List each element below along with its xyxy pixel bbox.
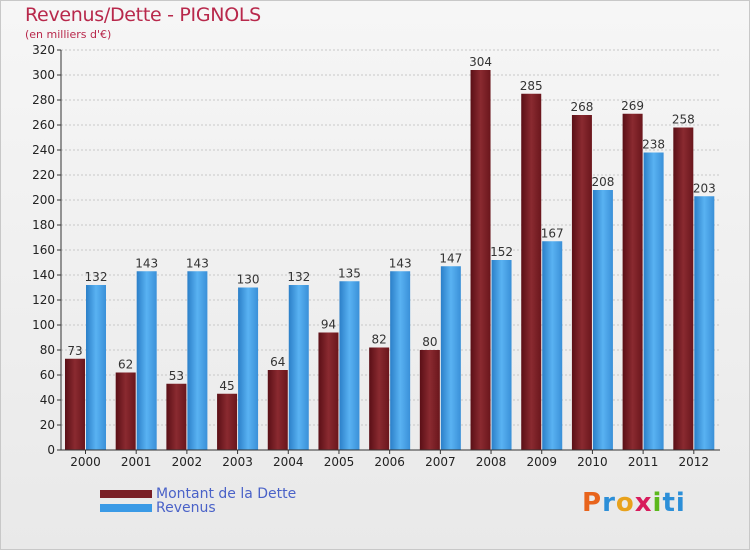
y-tick-label: 0 [47, 443, 55, 457]
x-tick-label: 2004 [273, 455, 304, 469]
x-tick-label: 2007 [425, 455, 456, 469]
legend-item-debt: Montant de la Dette [100, 486, 297, 502]
y-tick-label: 20 [40, 418, 55, 432]
chart-subtitle: (en milliers d'€) [25, 28, 112, 41]
debt-value-label: 73 [67, 344, 82, 358]
revenue-value-label: 152 [490, 245, 513, 259]
revenue-value-label: 238 [642, 138, 665, 152]
x-tick-label: 2011 [628, 455, 659, 469]
chart-title: Revenus/Dette - PIGNOLS [25, 4, 261, 26]
debt-value-label: 268 [570, 100, 593, 114]
y-tick-label: 300 [32, 68, 55, 82]
y-tick-label: 280 [32, 93, 55, 107]
revenue-bar [592, 190, 613, 450]
x-tick-label: 2005 [324, 455, 355, 469]
debt-value-label: 45 [219, 379, 234, 393]
x-tick-label: 2003 [222, 455, 253, 469]
x-tick-label: 2000 [70, 455, 101, 469]
y-tick-label: 260 [32, 118, 55, 132]
y-tick-label: 240 [32, 143, 55, 157]
debt-value-label: 304 [469, 55, 492, 69]
x-tick-label: 2012 [679, 455, 710, 469]
revenue-bar [238, 287, 259, 450]
x-tick-label: 2002 [172, 455, 203, 469]
y-tick-label: 180 [32, 218, 55, 232]
revenue-bar [136, 271, 157, 450]
debt-value-label: 64 [270, 355, 285, 369]
revenue-bar [339, 281, 360, 450]
debt-bar [571, 115, 592, 450]
y-tick-label: 100 [32, 318, 55, 332]
debt-value-label: 258 [672, 113, 695, 127]
debt-bar [622, 113, 643, 450]
debt-value-label: 94 [321, 318, 336, 332]
revenue-value-label: 143 [389, 256, 412, 270]
debt-bar [673, 127, 694, 450]
revenue-bar [86, 285, 106, 450]
debt-value-label: 269 [621, 99, 644, 113]
x-tick-label: 2001 [121, 455, 152, 469]
y-tick-label: 80 [40, 343, 55, 357]
debt-value-label: 285 [520, 79, 543, 93]
revenue-bar [187, 271, 208, 450]
debt-bar [521, 93, 542, 450]
revenue-value-label: 147 [439, 251, 462, 265]
revenue-value-label: 132 [85, 270, 108, 284]
debt-bar [369, 347, 390, 450]
y-tick-label: 40 [40, 393, 55, 407]
y-tick-label: 140 [32, 268, 55, 282]
x-tick-label: 2006 [374, 455, 405, 469]
debt-bar [115, 372, 136, 450]
legend-label-revenue: Revenus [156, 500, 216, 516]
legend-label-debt: Montant de la Dette [156, 486, 297, 502]
revenue-bar [440, 266, 461, 450]
revenue-bar [694, 196, 715, 450]
legend-swatch-debt [100, 490, 152, 498]
debt-bar [166, 383, 187, 450]
x-tick-label: 2008 [476, 455, 507, 469]
revenue-value-label: 143 [135, 256, 158, 270]
x-tick-label: 2010 [577, 455, 608, 469]
debt-value-label: 82 [372, 333, 387, 347]
proxiti-logo: Proxiti [582, 488, 686, 518]
debt-value-label: 53 [169, 369, 184, 383]
revenue-value-label: 135 [338, 266, 361, 280]
y-tick-label: 160 [32, 243, 55, 257]
x-tick-label: 2009 [526, 455, 557, 469]
debt-bar [419, 350, 440, 450]
y-tick-label: 200 [32, 193, 55, 207]
y-tick-label: 220 [32, 168, 55, 182]
y-tick-label: 120 [32, 293, 55, 307]
debt-bar [470, 70, 491, 450]
revenue-bar [491, 260, 512, 450]
revenue-value-label: 130 [237, 273, 260, 287]
revenue-bar [542, 241, 563, 450]
revenue-bar [643, 152, 664, 450]
revenue-bar [288, 285, 309, 450]
debt-bar [267, 370, 288, 450]
revenue-value-label: 167 [541, 226, 564, 240]
revenue-bar [390, 271, 411, 450]
legend: Montant de la Dette Revenus [100, 486, 297, 516]
legend-swatch-revenue [100, 504, 152, 512]
revenue-value-label: 208 [591, 175, 614, 189]
debt-value-label: 80 [422, 335, 437, 349]
debt-bar [217, 393, 238, 450]
debt-value-label: 62 [118, 358, 133, 372]
revenue-value-label: 203 [693, 181, 716, 195]
legend-item-revenue: Revenus [100, 500, 296, 516]
debt-bar [65, 358, 85, 450]
y-tick-label: 60 [40, 368, 55, 382]
y-tick-label: 320 [32, 43, 55, 57]
revenue-value-label: 143 [186, 256, 209, 270]
revenue-value-label: 132 [287, 270, 310, 284]
debt-bar [318, 332, 339, 450]
